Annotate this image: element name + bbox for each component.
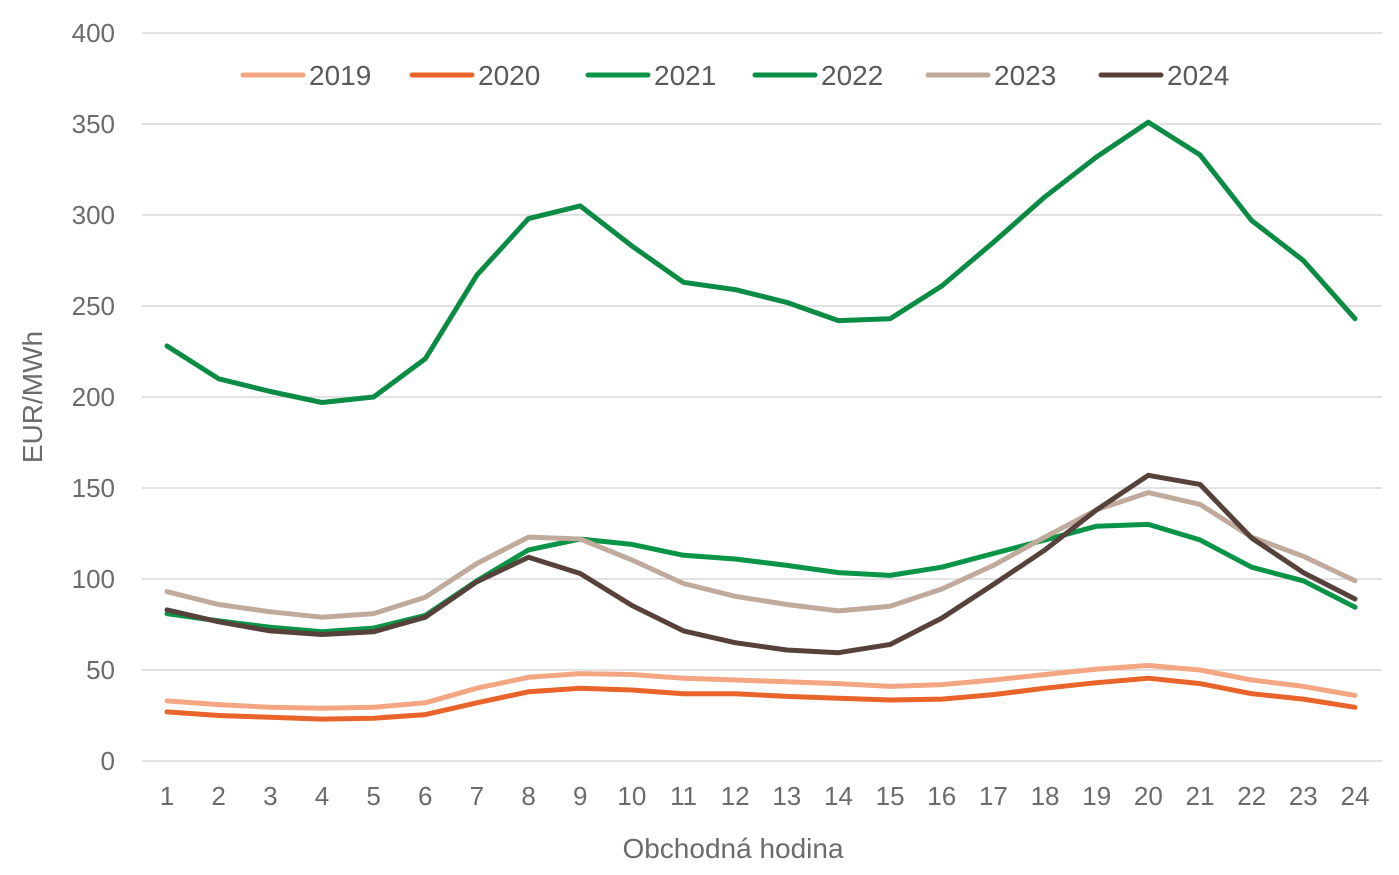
x-tick-label: 19 <box>1082 781 1111 811</box>
legend-label-2024: 2024 <box>1167 60 1229 91</box>
gridlines <box>142 32 1382 762</box>
x-tick-label: 5 <box>366 781 380 811</box>
x-tick-label: 23 <box>1289 781 1318 811</box>
x-tick-label: 6 <box>418 781 432 811</box>
x-tick-label: 24 <box>1340 781 1369 811</box>
x-tick-label: 13 <box>772 781 801 811</box>
y-axis-title: EUR/MWh <box>17 331 48 463</box>
x-tick-label: 10 <box>617 781 646 811</box>
series-line-2021 <box>164 521 1358 635</box>
y-tick-label: 100 <box>72 564 115 594</box>
x-tick-label: 7 <box>470 781 484 811</box>
y-tick-label: 300 <box>72 200 115 230</box>
series-line-2019 <box>164 663 1358 711</box>
x-tick-label: 17 <box>979 781 1008 811</box>
y-tick-label: 250 <box>72 291 115 321</box>
series-line-2020 <box>164 675 1358 722</box>
legend-label-2021: 2021 <box>654 60 716 91</box>
y-axis-ticks: 0 50 100 150 200 250 300 350 400 <box>72 18 115 776</box>
y-tick-label: 400 <box>72 18 115 48</box>
x-tick-label: 8 <box>521 781 535 811</box>
legend-label-2023: 2023 <box>994 60 1056 91</box>
legend-label-2019: 2019 <box>309 60 371 91</box>
legend: 2019 2020 2021 2022 2023 2024 <box>240 60 1229 91</box>
x-tick-label: 16 <box>927 781 956 811</box>
y-tick-label: 0 <box>101 746 115 776</box>
series-lines <box>164 119 1358 722</box>
x-tick-label: 3 <box>263 781 277 811</box>
x-tick-label: 14 <box>824 781 853 811</box>
x-tick-label: 4 <box>315 781 329 811</box>
legend-label-2022: 2022 <box>821 60 883 91</box>
x-tick-label: 20 <box>1134 781 1163 811</box>
x-tick-label: 2 <box>211 781 225 811</box>
x-tick-label: 9 <box>573 781 587 811</box>
x-axis-title: Obchodná hodina <box>622 833 844 864</box>
series-line-2022 <box>164 119 1358 405</box>
y-tick-label: 50 <box>86 655 115 685</box>
legend-label-2020: 2020 <box>478 60 540 91</box>
x-tick-label: 1 <box>160 781 174 811</box>
x-tick-label: 11 <box>670 781 697 811</box>
y-tick-label: 150 <box>72 473 115 503</box>
x-tick-label: 12 <box>721 781 750 811</box>
series-line-2024 <box>164 472 1358 656</box>
x-tick-label: 21 <box>1186 781 1215 811</box>
x-tick-label: 22 <box>1237 781 1266 811</box>
x-tick-label: 18 <box>1031 781 1060 811</box>
y-tick-label: 350 <box>72 109 115 139</box>
x-axis-ticks: 1 2 3 4 5 6 7 8 9 10 11 12 13 14 15 16 17 18 19 20 21 22 23 24 <box>160 781 1370 811</box>
x-tick-label: 15 <box>876 781 905 811</box>
y-tick-label: 200 <box>72 382 115 412</box>
series-line-2023 <box>164 490 1358 620</box>
